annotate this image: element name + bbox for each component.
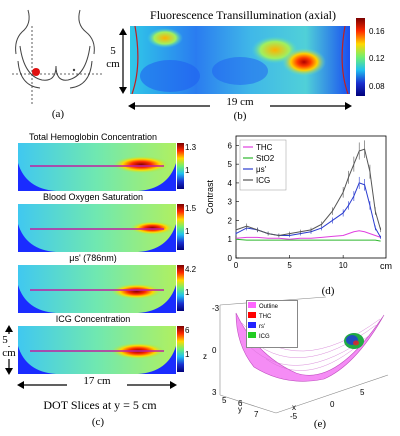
slice-cb-top-sto2: 1.5 (185, 204, 197, 213)
slice-cb-bottom-mus: 1 (185, 288, 190, 297)
y-tick-2: 7 (254, 410, 259, 419)
y-tick-1: 6 (238, 399, 243, 408)
slice-cb-bottom-sto2: 1 (185, 227, 190, 236)
y-tick-label: 1 (228, 235, 233, 244)
panel-a (10, 6, 105, 106)
panel-e-legend-entries: Outline THC rs' ICG (248, 302, 278, 342)
y-tick-label: 0 (228, 254, 233, 263)
panel-c-height-unit: cm (0, 347, 18, 359)
slice-title-icg: ICG Concentration (55, 314, 131, 324)
panel-c-height-value: 5 (0, 334, 10, 346)
panel-b-cb-tick-3: 0.08 (369, 82, 385, 91)
y-tick-label: 2 (228, 216, 233, 225)
z-tick-top: -3 (212, 304, 220, 313)
x-tick-label: 0 (234, 261, 239, 270)
panel-b-title: Fluorescence Transillumination (axial) (150, 8, 336, 22)
x-tick-label: 10 (339, 261, 348, 270)
panel-b-width-label: 19 cm (210, 96, 270, 108)
slice-cb-top-thc: 1.3 (185, 143, 197, 152)
panel-b-cb-tick-2: 0.12 (369, 54, 385, 63)
legend-entry: THC (256, 143, 273, 152)
series-line-3 (235, 148, 382, 236)
legend-entry: ICG (256, 176, 270, 185)
panel-e-label: (e) (313, 418, 327, 430)
tumor-marker-icon (32, 68, 40, 76)
panel-e-3d-view (206, 295, 400, 420)
y-axis-label: Contrast (205, 179, 215, 214)
legend-thc: THC (248, 312, 278, 322)
panel-b-colorbar (356, 18, 365, 96)
slice-cb-top-mus: 4.2 (185, 265, 197, 274)
legend-icg: ICG (248, 332, 278, 342)
axis-y-label: y (238, 405, 242, 414)
breast-outline-diagram (12, 9, 103, 104)
chart-legend (239, 139, 287, 191)
breast-outline-mesh (235, 312, 385, 382)
panel-a-label: (a) (51, 108, 65, 120)
slice-image-sto2 (18, 204, 176, 257)
slice-image-mus (18, 265, 176, 318)
y-tick-label: 3 (228, 198, 233, 207)
legend-entry: μs' (256, 165, 267, 174)
slice-colorbar-mus (177, 265, 184, 311)
panel-b-image (130, 25, 350, 95)
slice-title-thc: Total Hemoglobin Concentration (28, 132, 158, 142)
x-tick-1: 0 (330, 400, 335, 409)
axis-x-label: x (292, 403, 296, 412)
y-tick-0: 5 (222, 396, 227, 405)
slice-title-sto2: Blood Oxygen Saturation (42, 192, 144, 202)
panel-b-label: (b) (233, 110, 247, 122)
x-tick-0: -5 (290, 412, 298, 421)
x-tick-2: 5 (360, 388, 365, 397)
slice-colorbar-thc (177, 143, 184, 189)
slice-cb-top-icg: 6 (185, 326, 190, 335)
panel-b-height-unit: cm (106, 58, 120, 70)
slice-cb-bottom-thc: 1 (185, 166, 190, 175)
legend-rs: rs' (248, 322, 278, 332)
series-line-1 (235, 238, 381, 242)
y-tick-label: 4 (228, 179, 233, 188)
panel-b-cb-tick-1: 0.16 (369, 27, 385, 36)
slice-colorbar-sto2 (177, 204, 184, 250)
slice-cb-bottom-icg: 1 (185, 350, 190, 359)
slice-title-mus: μs' (786nm) (69, 253, 117, 263)
slice-image-icg (18, 326, 176, 379)
series-line-0 (235, 230, 381, 240)
panel-b-height-value: 5 (110, 45, 116, 57)
axis-z-label: z (203, 352, 207, 361)
y-tick-label: 6 (228, 141, 233, 150)
x-axis-label: cm (380, 261, 392, 271)
x-tick-label: 5 (287, 261, 292, 270)
thc-volume (353, 340, 359, 346)
panel-d-chart: 0 1 2 3 4 5 6 0 5 10 cm Contrast THC StO2 μs' ICG (204, 130, 400, 285)
z-tick-bottom: 3 (212, 388, 217, 397)
panel-b-height-arrow (118, 28, 128, 94)
z-tick-mid: 0 (212, 346, 217, 355)
slice-colorbar-icg (177, 326, 184, 372)
legend-outline: Outline (248, 302, 278, 312)
panel-c-width-label: 17 cm (67, 375, 127, 387)
panel-d-label: (d) (321, 285, 335, 297)
panel-c-label: (c) (91, 416, 105, 428)
y-tick-label: 5 (228, 160, 233, 169)
legend-entry: StO2 (256, 154, 275, 163)
panel-c-caption: DOT Slices at y = 5 cm (43, 398, 157, 412)
slice-image-thc (18, 143, 176, 196)
